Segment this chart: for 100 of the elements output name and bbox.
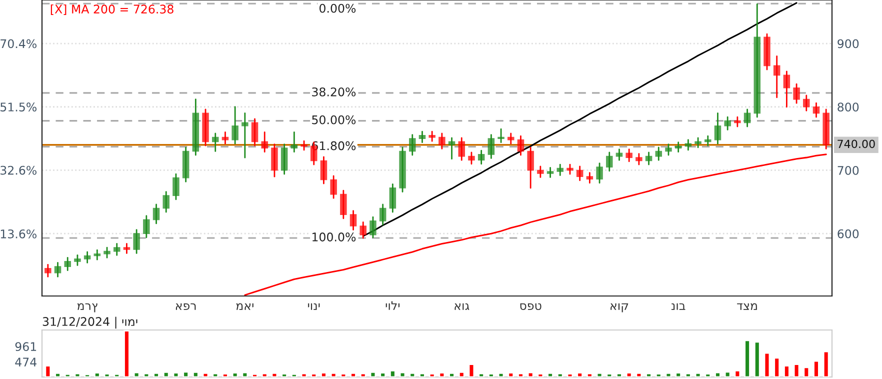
x-tick-label: אוג (454, 303, 470, 310)
x-tick-label: אוק (610, 303, 628, 312)
candlestick (232, 106, 238, 144)
candlestick (665, 144, 672, 156)
candlestick (104, 246, 110, 258)
x-tick-label: ספט (520, 303, 542, 310)
y-tick-label: 700 (838, 166, 859, 175)
bar (143, 372, 150, 377)
bar (606, 373, 613, 377)
bar (744, 340, 750, 377)
candlestick (674, 142, 682, 153)
candlestick (803, 94, 810, 112)
text: 31/12/2024 | יומי (42, 316, 138, 329)
bar (764, 352, 770, 377)
candlestick (84, 251, 91, 264)
bar (448, 372, 455, 377)
bar (576, 372, 583, 377)
bar (340, 373, 347, 377)
bar (133, 372, 140, 377)
candlestick (517, 135, 524, 156)
candlestick (645, 152, 652, 166)
candlestick (320, 156, 328, 184)
bar (74, 372, 81, 377)
candlestick (271, 144, 278, 178)
bar (310, 373, 318, 377)
candlestick (546, 167, 554, 178)
bar (478, 372, 484, 377)
x-tick-label: נוב (671, 303, 686, 310)
bar (646, 372, 652, 377)
bar (458, 372, 465, 377)
line-series (244, 154, 827, 296)
bar (518, 372, 524, 377)
candlestick (389, 183, 396, 213)
bar (547, 372, 554, 377)
annotation: 0.00% (320, 4, 356, 13)
candlestick (586, 172, 594, 184)
bar (192, 372, 199, 377)
candlestick (44, 264, 52, 278)
bar (566, 373, 574, 377)
candlestick (290, 132, 298, 153)
bar (537, 373, 544, 377)
bar (320, 372, 327, 377)
x-tick-label: יולי (386, 301, 400, 310)
candlestick (162, 191, 170, 213)
candlestick (468, 152, 475, 165)
y2-tick-label: 13.6% (0, 229, 36, 238)
x-tick-label: יוני (308, 303, 320, 310)
y-tick-label: 900 (838, 39, 859, 48)
annotation: [X] MA 200 = 726.38 (50, 4, 174, 15)
bar (665, 372, 672, 377)
candlestick (379, 204, 386, 226)
candlestick (330, 175, 337, 199)
bar (822, 350, 830, 377)
bar (556, 372, 564, 377)
bar (242, 372, 248, 377)
bar (527, 372, 534, 377)
bar (428, 373, 436, 377)
x-tick-label: דצמ (737, 303, 757, 310)
bar (636, 372, 642, 377)
bar (714, 372, 721, 377)
candlestick (428, 130, 436, 142)
bar (616, 372, 622, 377)
y-tick-label: 800 (838, 102, 859, 112)
candlestick (212, 132, 219, 152)
y2-tick-label: 70.4% (0, 39, 36, 48)
bar (261, 372, 268, 377)
bar (212, 372, 219, 377)
bar (438, 372, 446, 377)
x-tick-label: מרץ (77, 303, 98, 312)
bar (784, 365, 790, 377)
candlestick (626, 148, 632, 162)
candlestick (734, 116, 741, 128)
bar (675, 372, 682, 377)
candlestick (566, 164, 574, 175)
candlestick (360, 221, 366, 239)
bar (380, 372, 386, 377)
bar (202, 372, 209, 377)
candlestick (418, 130, 426, 144)
candlestick (152, 204, 160, 224)
candlestick (576, 166, 584, 182)
bar (793, 364, 800, 377)
bar (350, 372, 356, 377)
bar (586, 372, 593, 377)
candlestick (537, 166, 544, 178)
bar (399, 372, 406, 377)
bar (803, 366, 810, 377)
y-tick-label: 474 (15, 358, 36, 366)
candlestick (773, 56, 780, 98)
candlestick (113, 243, 120, 256)
bar (774, 357, 780, 377)
bar (124, 330, 130, 377)
bar (54, 372, 61, 377)
bar (655, 373, 662, 377)
annotation: 38.20% (312, 87, 356, 96)
bar (724, 371, 731, 377)
bar (182, 371, 189, 377)
bar (360, 372, 366, 377)
candlestick (488, 134, 495, 159)
bar (153, 372, 160, 377)
candlestick (744, 108, 751, 128)
